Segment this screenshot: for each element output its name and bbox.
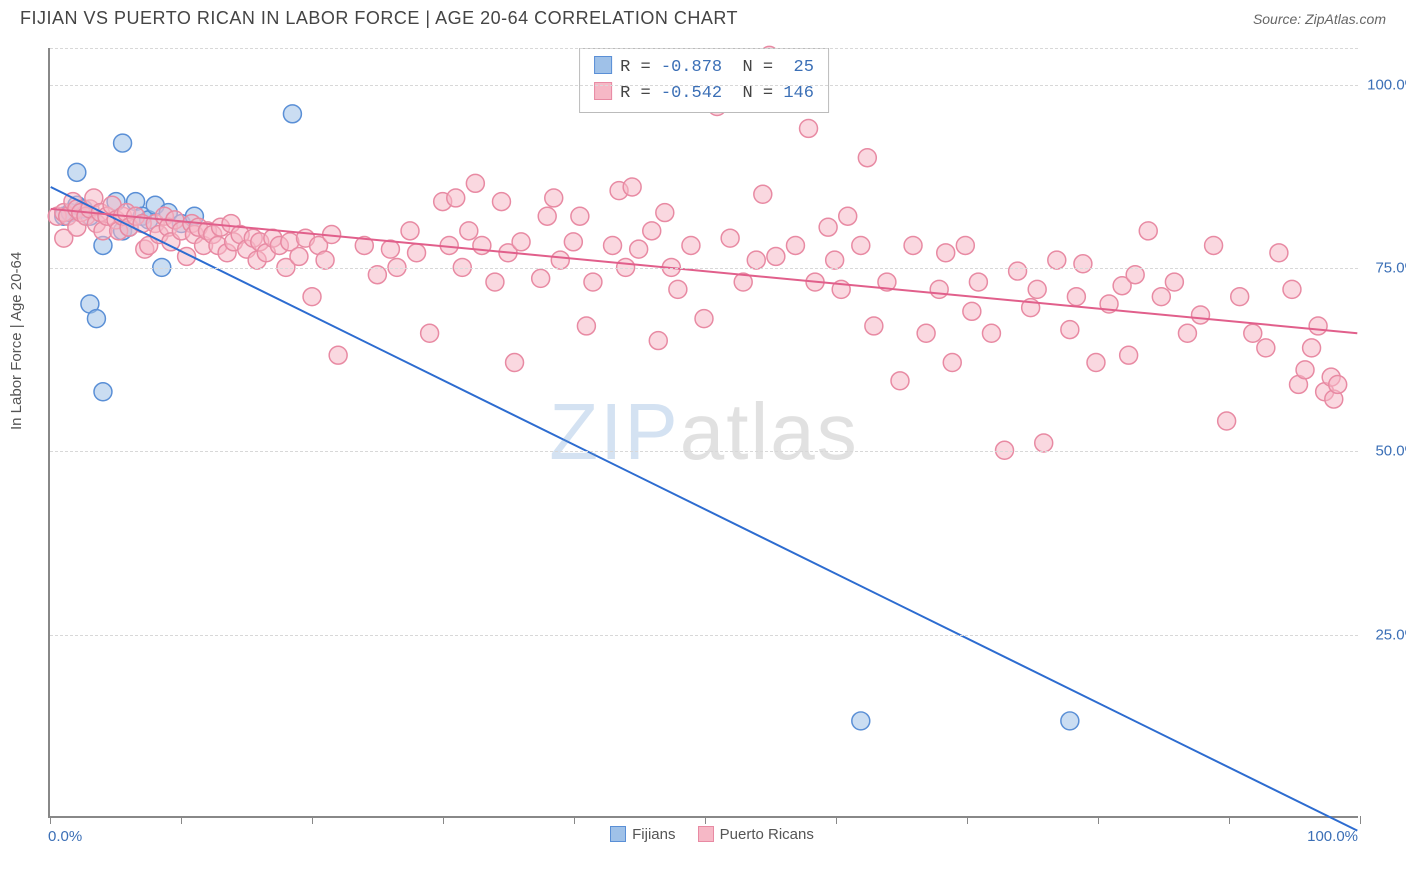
y-tick-label: 50.0% bbox=[1375, 443, 1406, 460]
header: FIJIAN VS PUERTO RICAN IN LABOR FORCE | … bbox=[0, 0, 1406, 33]
stats-legend-box: R = -0.878 N = 25 R = -0.542 N = 146 bbox=[579, 48, 829, 113]
r-value-puertoricans: -0.542 bbox=[661, 84, 722, 103]
y-tick-label: 25.0% bbox=[1375, 626, 1406, 643]
n-value-fijians: 25 bbox=[794, 58, 814, 77]
bottom-legend: Fijians Puerto Ricans bbox=[0, 826, 1406, 843]
stats-row-fijians: R = -0.878 N = 25 bbox=[594, 55, 814, 81]
n-value-puertoricans: 146 bbox=[783, 84, 814, 103]
y-tick-label: 75.0% bbox=[1375, 260, 1406, 277]
swatch-fijians bbox=[594, 56, 612, 74]
source-attribution: Source: ZipAtlas.com bbox=[1253, 11, 1386, 27]
legend-label-puertoricans: Puerto Ricans bbox=[720, 826, 814, 843]
chart-plot-area: ZIPatlas R = -0.878 N = 25 R = -0.542 N … bbox=[48, 48, 1358, 818]
r-value-fijians: -0.878 bbox=[661, 58, 722, 77]
y-tick-label: 100.0% bbox=[1367, 76, 1406, 93]
scatter-plot bbox=[50, 48, 1358, 816]
chart-title: FIJIAN VS PUERTO RICAN IN LABOR FORCE | … bbox=[20, 8, 738, 29]
legend-label-fijians: Fijians bbox=[632, 826, 675, 843]
legend-swatch-fijians bbox=[610, 826, 626, 842]
legend-swatch-puertoricans bbox=[698, 826, 714, 842]
y-axis-label: In Labor Force | Age 20-64 bbox=[8, 252, 25, 430]
